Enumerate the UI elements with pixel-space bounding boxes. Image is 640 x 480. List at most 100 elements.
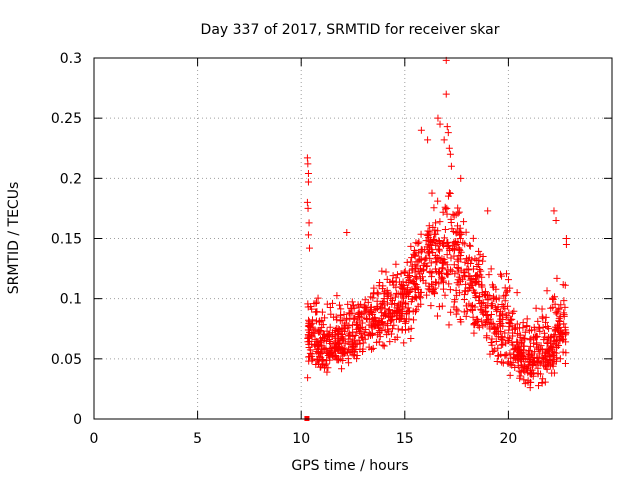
data-point xyxy=(308,305,316,313)
data-point xyxy=(508,309,516,317)
data-point xyxy=(520,361,528,369)
data-point xyxy=(477,267,485,275)
data-point xyxy=(393,271,401,279)
data-point xyxy=(386,338,394,346)
data-point xyxy=(429,280,437,288)
data-point xyxy=(425,230,433,238)
data-point xyxy=(489,320,497,328)
data-point xyxy=(382,268,390,276)
data-point xyxy=(303,154,311,162)
data-point xyxy=(318,308,326,316)
data-point xyxy=(485,271,493,279)
data-point xyxy=(399,294,407,302)
data-point xyxy=(529,372,537,380)
data-point xyxy=(443,210,451,218)
data-point xyxy=(447,162,455,170)
data-point xyxy=(538,353,546,361)
data-point xyxy=(501,284,509,292)
data-point xyxy=(476,251,484,259)
data-point xyxy=(350,302,357,310)
data-point xyxy=(482,307,490,315)
data-point xyxy=(505,319,513,327)
data-point xyxy=(376,278,384,286)
data-point xyxy=(446,150,454,158)
data-point xyxy=(416,265,424,273)
data-point xyxy=(305,219,313,227)
data-point xyxy=(403,290,411,298)
data-point xyxy=(516,348,524,356)
data-point xyxy=(539,324,547,331)
data-point xyxy=(329,299,337,307)
data-point xyxy=(556,355,564,363)
data-point xyxy=(562,235,570,242)
data-point xyxy=(430,236,438,244)
data-point xyxy=(499,303,507,311)
data-point xyxy=(446,246,454,254)
data-point xyxy=(452,237,460,245)
data-point xyxy=(383,288,391,296)
data-point xyxy=(361,335,369,343)
data-point xyxy=(309,324,317,332)
data-point xyxy=(398,326,406,334)
data-point xyxy=(392,289,400,297)
data-point xyxy=(507,354,515,362)
data-point xyxy=(445,144,453,152)
data-point xyxy=(386,306,394,314)
data-point xyxy=(521,328,529,336)
data-point xyxy=(313,337,321,345)
data-point xyxy=(537,342,545,350)
data-point xyxy=(438,259,446,267)
data-point xyxy=(495,327,503,335)
data-point xyxy=(411,252,419,260)
data-point xyxy=(434,114,442,122)
data-point xyxy=(392,315,400,323)
data-point xyxy=(497,308,505,316)
data-point xyxy=(304,300,312,308)
data-point xyxy=(520,376,528,384)
data-point xyxy=(357,310,365,318)
data-point xyxy=(552,216,560,224)
data-point xyxy=(540,354,548,362)
data-point xyxy=(450,245,458,253)
data-point xyxy=(321,362,329,370)
data-point xyxy=(412,275,420,283)
data-point xyxy=(429,223,437,231)
data-point xyxy=(315,360,323,368)
data-point xyxy=(424,227,432,235)
data-point xyxy=(532,304,540,312)
data-point xyxy=(348,348,356,356)
data-point xyxy=(345,309,353,317)
data-point xyxy=(461,269,469,277)
data-point xyxy=(471,272,479,280)
data-point xyxy=(551,331,559,339)
data-point xyxy=(553,310,561,318)
data-point xyxy=(545,325,553,333)
data-point xyxy=(321,314,329,322)
data-point xyxy=(520,334,528,342)
data-point xyxy=(478,283,486,291)
data-point xyxy=(319,321,327,329)
data-point xyxy=(539,314,547,322)
data-point xyxy=(526,336,534,344)
data-point xyxy=(340,310,348,318)
data-point xyxy=(328,343,336,351)
data-point xyxy=(359,339,367,347)
data-point xyxy=(400,339,408,347)
data-point xyxy=(458,275,466,283)
data-point xyxy=(456,289,464,297)
data-point xyxy=(335,340,343,348)
data-point xyxy=(434,245,442,253)
data-point xyxy=(559,281,567,289)
data-point xyxy=(370,322,378,330)
data-point xyxy=(486,323,494,331)
data-point xyxy=(324,333,332,341)
data-point xyxy=(507,316,515,324)
data-point xyxy=(348,338,356,346)
data-point xyxy=(469,286,477,294)
data-point xyxy=(485,292,493,300)
data-point xyxy=(509,359,517,367)
data-point xyxy=(434,227,442,235)
data-point xyxy=(483,332,491,340)
data-point xyxy=(407,298,415,306)
data-point xyxy=(467,259,475,267)
